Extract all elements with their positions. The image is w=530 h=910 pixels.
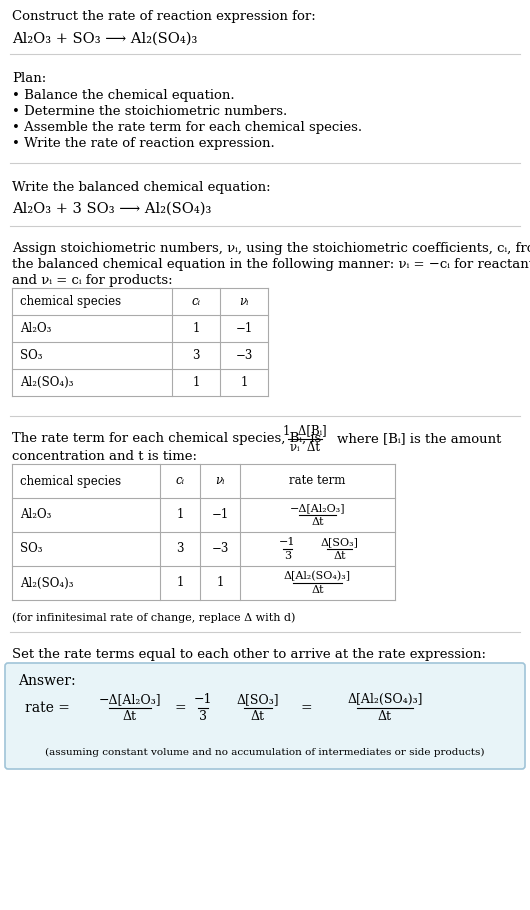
Text: 3: 3 — [199, 710, 207, 723]
Text: 1: 1 — [176, 577, 184, 590]
Text: the balanced chemical equation in the following manner: νᵢ = −cᵢ for reactants: the balanced chemical equation in the fo… — [12, 258, 530, 271]
FancyBboxPatch shape — [5, 663, 525, 769]
Text: Δt: Δt — [311, 585, 324, 595]
Text: −Δ[Al₂O₃]: −Δ[Al₂O₃] — [290, 503, 346, 513]
Text: 3: 3 — [284, 551, 291, 561]
Text: concentration and t is time:: concentration and t is time: — [12, 450, 197, 463]
Text: Δ[Al₂(SO₄)₃]: Δ[Al₂(SO₄)₃] — [347, 693, 423, 706]
Text: −3: −3 — [211, 542, 228, 555]
Text: −3: −3 — [235, 349, 253, 362]
Text: 1: 1 — [192, 322, 200, 335]
Text: • Determine the stoichiometric numbers.: • Determine the stoichiometric numbers. — [12, 105, 287, 118]
Text: chemical species: chemical species — [20, 474, 121, 488]
Text: Δt: Δt — [123, 710, 137, 723]
Text: where [Bᵢ] is the amount: where [Bᵢ] is the amount — [337, 432, 501, 445]
Text: • Write the rate of reaction expression.: • Write the rate of reaction expression. — [12, 137, 275, 150]
Text: Plan:: Plan: — [12, 72, 46, 85]
Text: νᵢ: νᵢ — [239, 295, 249, 308]
Text: Assign stoichiometric numbers, νᵢ, using the stoichiometric coefficients, cᵢ, fr: Assign stoichiometric numbers, νᵢ, using… — [12, 242, 530, 255]
Text: Al₂(SO₄)₃: Al₂(SO₄)₃ — [20, 577, 74, 590]
Text: 3: 3 — [176, 542, 184, 555]
Text: −Δ[Al₂O₃]: −Δ[Al₂O₃] — [99, 693, 161, 706]
Text: Al₂O₃ + SO₃ ⟶ Al₂(SO₄)₃: Al₂O₃ + SO₃ ⟶ Al₂(SO₄)₃ — [12, 32, 197, 46]
Text: Al₂O₃: Al₂O₃ — [20, 509, 51, 521]
Text: SO₃: SO₃ — [20, 542, 42, 555]
Text: Write the balanced chemical equation:: Write the balanced chemical equation: — [12, 181, 271, 194]
Text: Al₂(SO₄)₃: Al₂(SO₄)₃ — [20, 376, 74, 389]
Text: cᵢ: cᵢ — [191, 295, 200, 308]
Text: Al₂O₃: Al₂O₃ — [20, 322, 51, 335]
Text: 3: 3 — [192, 349, 200, 362]
Text: and νᵢ = cᵢ for products:: and νᵢ = cᵢ for products: — [12, 274, 173, 287]
Text: rate =: rate = — [25, 701, 74, 715]
Text: SO₃: SO₃ — [20, 349, 42, 362]
Text: −1: −1 — [211, 509, 228, 521]
Text: Set the rate terms equal to each other to arrive at the rate expression:: Set the rate terms equal to each other t… — [12, 648, 486, 661]
Text: Δt: Δt — [378, 710, 392, 723]
Text: The rate term for each chemical species, Bᵢ, is: The rate term for each chemical species,… — [12, 432, 321, 445]
Text: chemical species: chemical species — [20, 295, 121, 308]
Text: νᵢ: νᵢ — [215, 474, 225, 488]
Text: 1: 1 — [176, 509, 184, 521]
Text: (for infinitesimal rate of change, replace Δ with d): (for infinitesimal rate of change, repla… — [12, 612, 295, 622]
Text: 1: 1 — [192, 376, 200, 389]
Text: 1  Δ[Bᵢ]: 1 Δ[Bᵢ] — [283, 424, 326, 437]
Text: Δt: Δt — [333, 551, 346, 561]
Text: Answer:: Answer: — [18, 674, 76, 688]
Text: (assuming constant volume and no accumulation of intermediates or side products): (assuming constant volume and no accumul… — [45, 748, 485, 757]
Text: Δt: Δt — [251, 710, 265, 723]
Text: Construct the rate of reaction expression for:: Construct the rate of reaction expressio… — [12, 10, 316, 23]
Text: Δt: Δt — [311, 517, 324, 527]
Text: 1: 1 — [240, 376, 248, 389]
Text: −1: −1 — [194, 693, 212, 706]
Text: νᵢ  Δt: νᵢ Δt — [290, 441, 320, 454]
Text: Δ[SO₃]: Δ[SO₃] — [237, 693, 279, 706]
Text: −1: −1 — [279, 537, 296, 547]
Text: • Assemble the rate term for each chemical species.: • Assemble the rate term for each chemic… — [12, 121, 362, 134]
Text: =: = — [174, 701, 185, 715]
Text: rate term: rate term — [289, 474, 346, 488]
Text: Al₂O₃ + 3 SO₃ ⟶ Al₂(SO₄)₃: Al₂O₃ + 3 SO₃ ⟶ Al₂(SO₄)₃ — [12, 202, 211, 216]
Text: cᵢ: cᵢ — [175, 474, 184, 488]
Text: =: = — [300, 701, 312, 715]
Text: Δ[SO₃]: Δ[SO₃] — [321, 537, 358, 547]
Text: Δ[Al₂(SO₄)₃]: Δ[Al₂(SO₄)₃] — [284, 571, 351, 581]
Text: • Balance the chemical equation.: • Balance the chemical equation. — [12, 89, 235, 102]
Text: −1: −1 — [235, 322, 253, 335]
Text: 1: 1 — [216, 577, 224, 590]
